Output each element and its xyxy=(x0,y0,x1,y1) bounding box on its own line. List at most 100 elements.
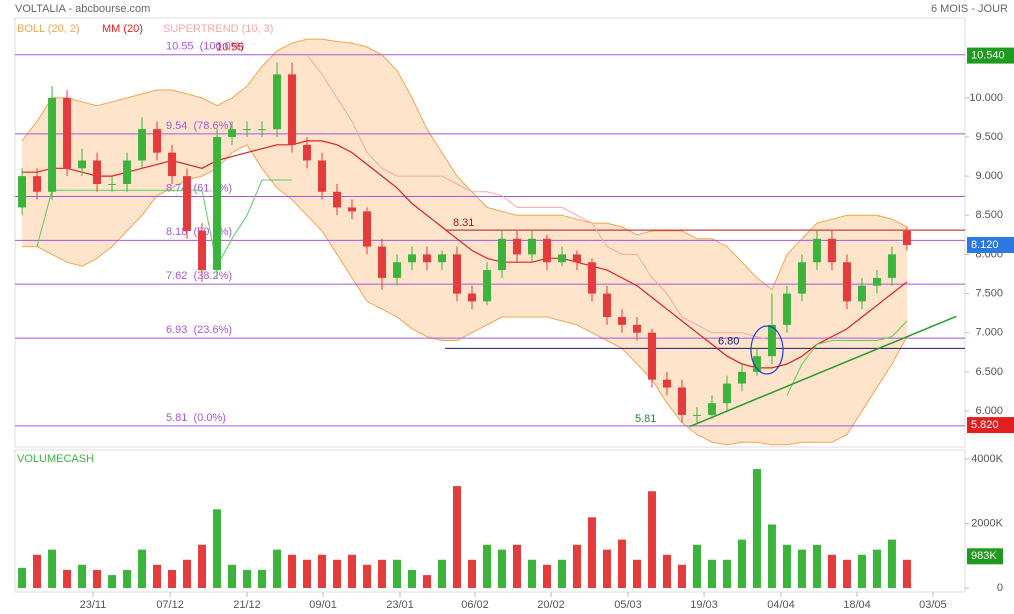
candle-body xyxy=(318,160,327,192)
volume-bar xyxy=(258,569,267,588)
price-tag xyxy=(967,237,1014,254)
candle-body xyxy=(782,293,791,325)
volume-bar xyxy=(692,544,701,588)
volume-bar xyxy=(887,539,896,588)
y-tick-label: 8.500 xyxy=(975,209,1003,221)
candle-body xyxy=(662,379,671,388)
candle-body xyxy=(93,160,102,184)
y-tick-label: 9.000 xyxy=(975,170,1003,182)
volume-bar xyxy=(348,554,357,588)
volume-bar xyxy=(542,564,551,588)
volume-bar xyxy=(48,549,57,588)
candle-body xyxy=(198,230,207,271)
volume-bar xyxy=(483,544,492,588)
candle-body xyxy=(752,356,761,372)
candle-body xyxy=(527,238,536,255)
volume-bar xyxy=(93,569,102,588)
candle-body xyxy=(468,293,477,302)
candle-body xyxy=(512,238,521,255)
fib-label: 7.62 (38.2%) xyxy=(166,270,232,282)
supertrend-line xyxy=(36,179,292,268)
candle-body xyxy=(842,262,851,302)
volume-bar xyxy=(797,549,806,588)
volume-bar xyxy=(572,544,581,588)
candle-body xyxy=(378,246,387,278)
candle-body xyxy=(333,191,342,208)
volume-tick-label: 0 xyxy=(997,582,1003,594)
price-tag-label: 10.540 xyxy=(971,49,1005,61)
candle-body xyxy=(737,371,746,384)
candle-body xyxy=(78,160,87,169)
boll-band-fill xyxy=(22,39,907,445)
candle-body xyxy=(303,144,312,161)
volume-bar xyxy=(662,554,671,588)
volume-bar xyxy=(752,468,761,588)
candle-body xyxy=(572,254,581,263)
candle-body xyxy=(812,238,821,263)
volume-bar xyxy=(707,559,716,588)
volume-bar xyxy=(33,554,42,588)
volume-bar xyxy=(767,524,776,588)
x-tick-label: 05/03 xyxy=(614,599,642,611)
candle-body xyxy=(483,270,492,302)
candle-body xyxy=(33,176,42,192)
x-tick-label: 09/01 xyxy=(309,599,337,611)
price-panel xyxy=(14,17,966,448)
volume-bar xyxy=(213,509,222,588)
annotation: 5.81 xyxy=(635,413,656,425)
candle-body xyxy=(902,230,911,246)
volume-bar xyxy=(737,539,746,588)
volume-bar xyxy=(632,559,641,588)
volume-bar xyxy=(827,554,836,588)
volume-bar xyxy=(138,549,147,588)
candle-body xyxy=(453,254,462,294)
y-tick-label: 7.000 xyxy=(975,327,1003,339)
volume-bar xyxy=(722,559,731,588)
candle-body xyxy=(602,293,611,318)
candle-body xyxy=(857,285,866,302)
plot: 10.55 (100.0%) 9.54 (78.6%) 8.74 (61.8%) 8.… xyxy=(15,38,1014,611)
volume-panel xyxy=(14,449,966,593)
candle-body xyxy=(258,129,267,131)
volume-bar xyxy=(183,559,192,588)
volume-bar xyxy=(602,549,611,588)
volume-bar xyxy=(423,575,432,588)
legend-supertrend: SUPERTREND (10, 3) xyxy=(163,23,273,35)
volume-bar xyxy=(243,569,252,588)
volume-bar xyxy=(153,564,162,588)
volume-bar xyxy=(273,549,282,588)
volume-bar xyxy=(812,544,821,588)
volume-bar xyxy=(857,554,866,588)
volume-bar xyxy=(438,559,447,588)
volume-tag-label: 983K xyxy=(971,550,997,562)
boll-lower xyxy=(22,144,908,446)
boll-upper xyxy=(21,38,908,291)
volume-bar xyxy=(587,517,596,588)
y-tick-label: 10.000 xyxy=(969,92,1003,104)
price-tag-label: 8.120 xyxy=(971,239,999,251)
x-tick-label: 07/12 xyxy=(156,599,184,611)
volume-bar xyxy=(782,544,791,588)
legend-boll: BOLL (20, 2) xyxy=(17,23,80,35)
candle-body xyxy=(587,262,596,294)
candle-body xyxy=(363,211,372,247)
candle-body xyxy=(632,324,641,333)
legend-mm: MM (20) xyxy=(102,23,143,35)
volume-bar xyxy=(617,539,626,588)
candle-body xyxy=(887,254,896,278)
candle-body xyxy=(797,262,806,294)
volume-bar xyxy=(408,569,417,588)
volume-bar xyxy=(18,567,27,588)
fib-label: 10.55 (100.0%) xyxy=(166,41,244,53)
candle-body xyxy=(423,254,432,263)
candle-body xyxy=(18,176,27,208)
candle-body xyxy=(692,414,701,416)
x-tick-label: 03/05 xyxy=(919,599,947,611)
annotation: 10.55 xyxy=(216,42,244,54)
y-tick-label: 9.500 xyxy=(975,131,1003,143)
volume-bar xyxy=(333,559,342,588)
level-label: 8.31 xyxy=(453,217,474,229)
candle-body xyxy=(722,383,731,404)
volume-bar xyxy=(378,559,387,588)
